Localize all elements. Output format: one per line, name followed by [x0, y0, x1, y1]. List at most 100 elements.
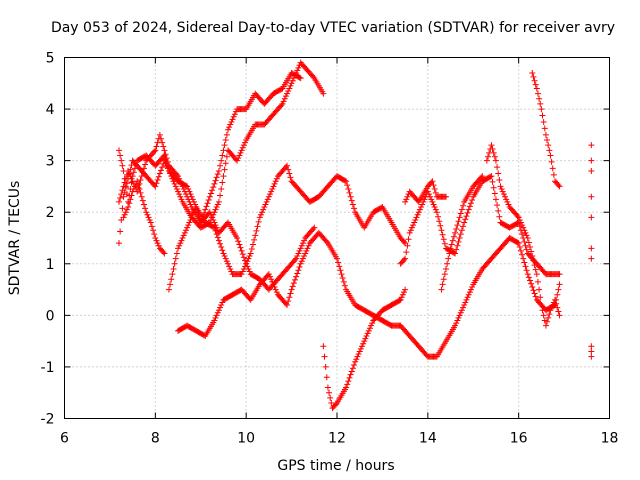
- x-tick-label: 12: [328, 431, 346, 447]
- data-point: [540, 312, 547, 319]
- data-point: [219, 179, 226, 186]
- data-point: [444, 260, 451, 267]
- data-point: [290, 280, 297, 287]
- data-point: [247, 250, 254, 257]
- data-point: [402, 255, 409, 262]
- data-point: [405, 236, 412, 243]
- data-point: [556, 281, 563, 288]
- data-point: [494, 202, 501, 209]
- data-point: [269, 278, 276, 285]
- data-point: [184, 193, 191, 200]
- data-point: [552, 296, 558, 303]
- data-point: [153, 237, 160, 244]
- data-point: [255, 218, 262, 225]
- data-point: [440, 276, 447, 283]
- data-point: [431, 204, 438, 211]
- data-point: [212, 227, 219, 234]
- data-point: [456, 312, 463, 319]
- data-point: [215, 198, 222, 205]
- data-point: [343, 384, 350, 391]
- data-point: [545, 314, 552, 321]
- data-point: [516, 244, 523, 251]
- data-point: [443, 265, 449, 272]
- data-point: [231, 111, 238, 118]
- data-point: [435, 213, 442, 220]
- data-point: [260, 206, 267, 213]
- data-point: [556, 271, 563, 278]
- data-point: [205, 196, 212, 203]
- data-point: [588, 343, 595, 350]
- data-point: [311, 224, 318, 231]
- data-point: [167, 281, 174, 288]
- data-point: [341, 282, 348, 289]
- data-point: [267, 191, 274, 198]
- data-point: [491, 153, 498, 160]
- data-point: [119, 187, 126, 194]
- data-point: [538, 302, 545, 309]
- data-point: [256, 214, 263, 221]
- data-point: [154, 240, 161, 247]
- data-point: [211, 180, 218, 187]
- data-point: [326, 389, 333, 396]
- data-point: [438, 286, 445, 293]
- data-point: [352, 358, 359, 365]
- data-point: [400, 238, 407, 245]
- data-point: [301, 253, 308, 260]
- data-point: [517, 247, 524, 254]
- data-point: [212, 177, 219, 184]
- data-point: [351, 205, 358, 212]
- data-point: [146, 216, 153, 223]
- data-point: [521, 227, 528, 234]
- series-track-l: [529, 69, 563, 190]
- data-point: [204, 200, 211, 207]
- data-point: [220, 147, 227, 154]
- data-point: [534, 278, 541, 285]
- data-point: [138, 193, 145, 200]
- data-point: [297, 245, 304, 252]
- data-point: [489, 178, 496, 185]
- data-point: [288, 80, 295, 87]
- data-point: [213, 204, 220, 211]
- data-point: [218, 302, 225, 309]
- data-point: [363, 332, 370, 339]
- data-point: [278, 102, 285, 109]
- data-point: [539, 307, 546, 314]
- data-point: [298, 258, 305, 265]
- data-point: [530, 257, 537, 264]
- data-point: [357, 345, 364, 352]
- data-point: [296, 74, 303, 81]
- data-point: [416, 206, 423, 213]
- data-point: [514, 239, 521, 246]
- data-point: [418, 204, 425, 211]
- data-point: [213, 312, 220, 319]
- data-point: [469, 196, 476, 203]
- data-point: [212, 206, 219, 213]
- data-point: [490, 184, 497, 191]
- data-point: [404, 193, 411, 200]
- data-point: [498, 186, 505, 193]
- data-point: [522, 263, 529, 270]
- data-point: [455, 238, 462, 245]
- data-point: [337, 267, 344, 274]
- data-point: [344, 381, 351, 388]
- data-point: [341, 177, 348, 184]
- data-point: [556, 312, 563, 319]
- data-point: [182, 182, 189, 189]
- data-point: [465, 206, 472, 213]
- data-point: [479, 173, 486, 180]
- series-track-g: [320, 286, 409, 412]
- data-point: [218, 244, 225, 251]
- data-point: [496, 176, 503, 183]
- data-point: [503, 196, 510, 203]
- data-point: [465, 291, 472, 298]
- data-point: [242, 263, 249, 270]
- data-point: [173, 171, 180, 178]
- data-point: [533, 85, 540, 92]
- data-point: [235, 155, 242, 162]
- data-point: [364, 330, 371, 337]
- data-point: [514, 220, 521, 227]
- data-point: [425, 191, 432, 198]
- data-point: [310, 73, 317, 80]
- data-point: [521, 238, 528, 245]
- data-point: [346, 189, 353, 196]
